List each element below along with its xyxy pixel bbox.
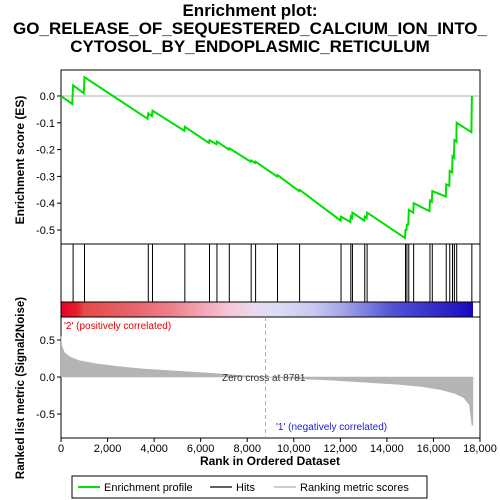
hits-group xyxy=(72,244,473,302)
legend: Enrichment profile Hits Ranking metric s… xyxy=(71,475,428,499)
metric-y-axis: 0.5 0.0 -0.5 xyxy=(36,335,61,421)
legend-box xyxy=(71,475,428,499)
enrichment-profile-line xyxy=(60,75,473,240)
x-tick-label: 14,000 xyxy=(370,443,404,455)
legend-metric-label: Ranking metric scores xyxy=(300,482,409,494)
x-tick-label: 4,000 xyxy=(140,443,168,455)
x-tick-label: 16,000 xyxy=(417,443,451,455)
negative-label: '1' (negatively correlated) xyxy=(276,422,387,433)
x-axis-label: Rank in Ordered Dataset xyxy=(200,454,340,468)
ranking-metric-area xyxy=(60,336,474,426)
x-axis: 0 2,000 4,000 6,000 8,000 10,000 12,000 14,000 1… xyxy=(58,438,497,455)
legend-hits-label: Hits xyxy=(236,482,255,494)
es-y-tick-label: -0.4 xyxy=(36,198,55,210)
es-y-label: Enrichment score (ES) xyxy=(13,96,27,225)
es-y-tick-label: -0.5 xyxy=(36,225,55,237)
x-tick-label: 0 xyxy=(58,443,64,455)
legend-es-label: Enrichment profile xyxy=(104,482,193,494)
x-tick-label: 6,000 xyxy=(187,443,215,455)
metric-y-tick-label: 0.0 xyxy=(40,372,55,384)
zero-cross-label: Zero cross at 8781 xyxy=(222,373,306,384)
hits-panel xyxy=(60,243,481,303)
title-line-2: GO_RELEASE_OF_SEQUESTERED_CALCIUM_ION_IN… xyxy=(13,19,487,38)
title-line-1: Enrichment plot: xyxy=(182,1,318,20)
es-y-tick-label: -0.1 xyxy=(36,118,55,130)
positive-label: '2' (positively correlated) xyxy=(64,321,171,332)
es-y-axis: 0.0 -0.1 -0.2 -0.3 -0.4 -0.5 xyxy=(36,91,61,237)
metric-y-tick-label: -0.5 xyxy=(36,409,55,421)
metric-y-label: Ranked list metric (Signal2Noise) xyxy=(15,297,27,479)
chart-title: Enrichment plot: GO_RELEASE_OF_SEQUESTER… xyxy=(0,2,500,56)
x-tick-label: 8,000 xyxy=(233,443,261,455)
es-y-tick-label: -0.2 xyxy=(36,145,55,157)
es-y-tick-label: 0.0 xyxy=(40,91,55,103)
metric-y-tick-label: 0.5 xyxy=(40,335,55,347)
es-panel xyxy=(60,69,481,245)
x-tick-label: 12,000 xyxy=(324,443,358,455)
x-tick-label: 10,000 xyxy=(277,443,311,455)
title-line-3: CYTOSOL_BY_ENDOPLASMIC_RETICULUM xyxy=(70,37,430,56)
ranking-colorbar xyxy=(60,301,481,318)
x-tick-label: 2,000 xyxy=(94,443,122,455)
x-tick-label: 18,000 xyxy=(463,443,497,455)
es-y-tick-label: -0.3 xyxy=(36,171,55,183)
